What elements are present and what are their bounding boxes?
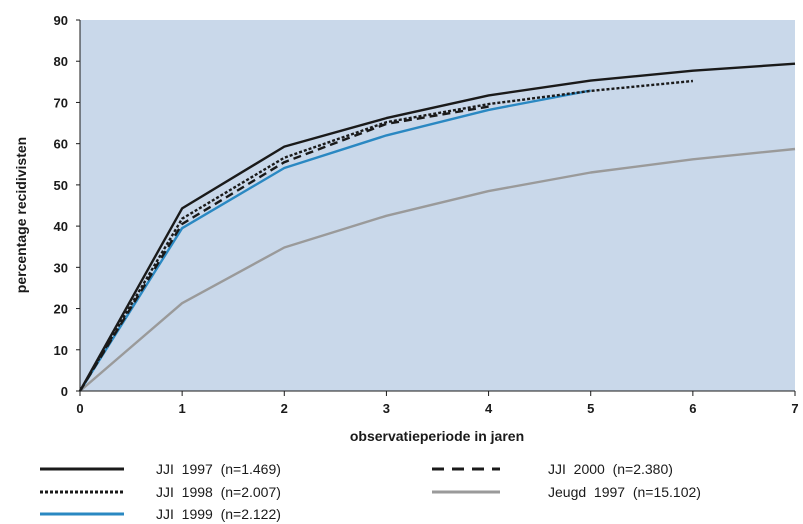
y-tick-label: 0 — [61, 384, 68, 399]
x-tick-label: 6 — [689, 401, 696, 416]
series-lines — [78, 62, 796, 392]
y-axis-title: percentage recidivisten — [13, 137, 29, 293]
y-tick-label: 40 — [54, 219, 68, 234]
y-tick-label: 90 — [54, 13, 68, 28]
x-tick-label: 0 — [76, 401, 83, 416]
x-tick-label: 2 — [281, 401, 288, 416]
y-tick-label: 60 — [54, 137, 68, 152]
x-tick-label: 4 — [485, 401, 493, 416]
x-tick-label: 1 — [179, 401, 186, 416]
y-tick-label: 50 — [54, 178, 68, 193]
x-axis-title: observatieperiode in jaren — [350, 428, 524, 444]
series-line-0 — [78, 62, 796, 392]
plot-area — [80, 20, 795, 391]
y-tick-label: 10 — [54, 343, 68, 358]
x-axis: 0 1 2 3 4 5 6 7 — [76, 390, 799, 416]
series-line-2 — [78, 89, 591, 392]
y-tick-label: 20 — [54, 302, 68, 317]
y-tick-label: 30 — [54, 260, 68, 275]
series-line-3 — [78, 105, 489, 392]
x-tick-label: 3 — [383, 401, 390, 416]
series-line-4 — [79, 147, 796, 392]
series-line-1 — [78, 79, 694, 392]
y-tick-label: 70 — [54, 95, 68, 110]
x-tick-label: 5 — [587, 401, 594, 416]
y-tick-label: 80 — [54, 54, 68, 69]
x-tick-label: 7 — [791, 401, 798, 416]
y-axis: 0 10 20 30 40 50 60 70 80 90 — [54, 13, 81, 399]
